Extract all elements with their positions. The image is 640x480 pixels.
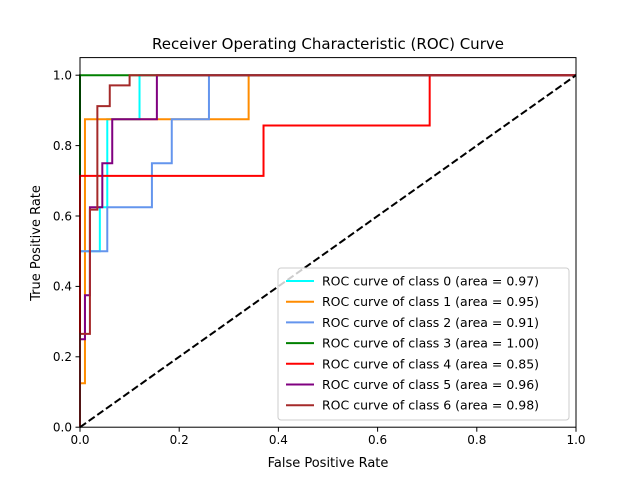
x-tick-label: 0.4 <box>269 433 288 447</box>
legend-label-class-1: ROC curve of class 1 (area = 0.95) <box>322 294 539 309</box>
legend-label-class-5: ROC curve of class 5 (area = 0.96) <box>322 377 539 392</box>
legend-label-class-4: ROC curve of class 4 (area = 0.85) <box>322 356 539 371</box>
legend-label-class-0: ROC curve of class 0 (area = 0.97) <box>322 274 539 289</box>
y-tick-label: 0.0 <box>53 421 72 435</box>
x-tick-label: 0.2 <box>170 433 189 447</box>
chart-title: Receiver Operating Characteristic (ROC) … <box>152 35 504 53</box>
x-tick-label: 0.0 <box>70 433 89 447</box>
x-tick-label: 0.6 <box>368 433 387 447</box>
legend-label-class-3: ROC curve of class 3 (area = 1.00) <box>322 336 539 351</box>
legend-label-class-2: ROC curve of class 2 (area = 0.91) <box>322 315 539 330</box>
y-tick-label: 0.2 <box>53 350 72 364</box>
y-tick-label: 0.6 <box>53 209 72 223</box>
x-axis-label: False Positive Rate <box>268 456 389 471</box>
roc-curve-class-2 <box>79 74 576 428</box>
x-tick-label: 1.0 <box>566 433 585 447</box>
legend-box <box>277 267 570 421</box>
chance-diagonal-line <box>79 74 577 429</box>
legend-label-class-6: ROC curve of class 6 (area = 0.98) <box>322 398 539 413</box>
plot-frame <box>79 57 577 428</box>
axes-layer: 0.0 0.2 0.4 0.6 0.8 1.0 0.0 0.2 0.4 0.6 0.8 1.0 <box>53 57 586 447</box>
y-tick-label: 1.0 <box>53 69 72 83</box>
x-tick-label: 0.8 <box>467 433 486 447</box>
y-axis-label: True Positive Rate <box>29 185 44 302</box>
roc-curve-class-6 <box>79 74 576 428</box>
roc-curve-class-5 <box>79 74 576 428</box>
y-tick-label: 0.4 <box>53 280 72 294</box>
legend: ROC curve of class 0 (area = 0.97) ROC cu… <box>277 267 570 421</box>
y-tick-label: 0.8 <box>53 139 72 153</box>
